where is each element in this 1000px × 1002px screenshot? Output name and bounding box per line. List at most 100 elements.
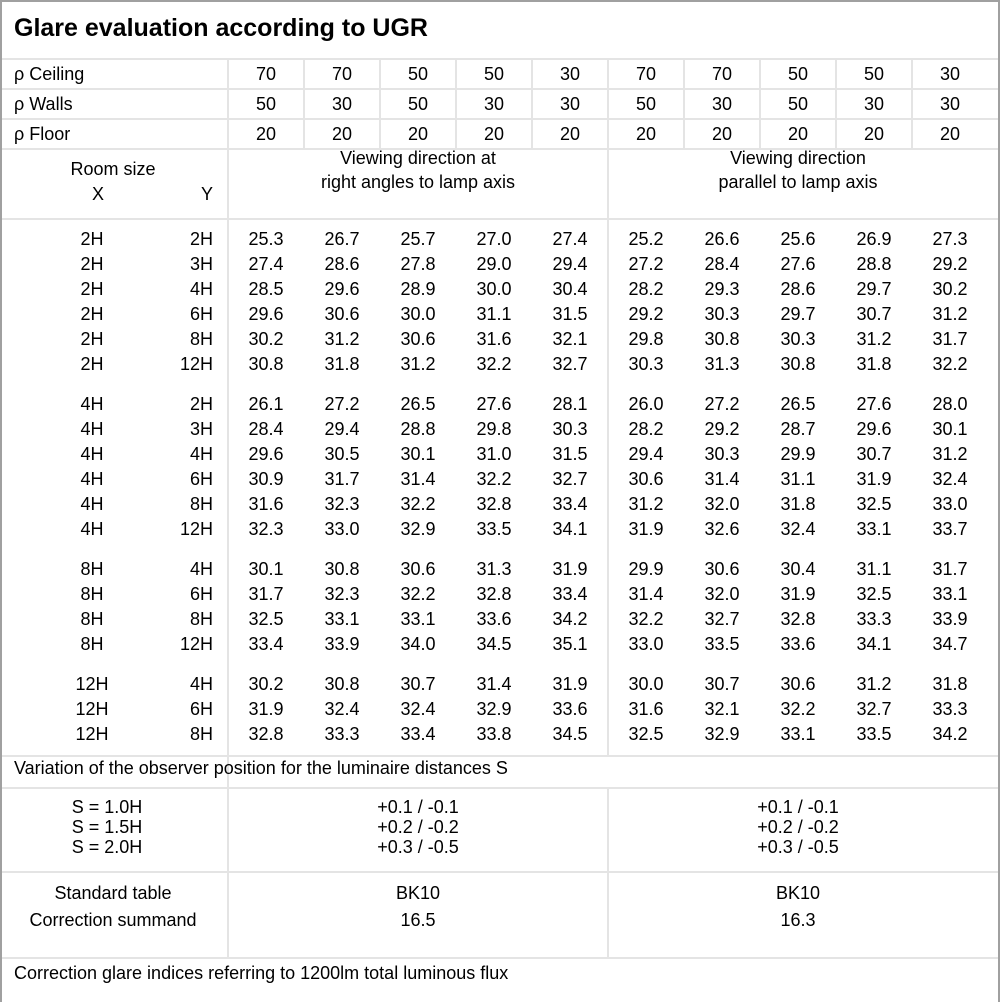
ugr-value: 30.2 <box>248 674 284 694</box>
parallel-header: Viewing direction <box>730 148 866 168</box>
row-divider <box>2 148 998 150</box>
ugr-value: 32.5 <box>856 494 892 514</box>
row-divider <box>2 787 998 789</box>
ugr-value: 28.0 <box>932 394 968 414</box>
ugr-value: 28.2 <box>628 279 664 299</box>
parallel-variation: +0.3 / -0.5 <box>757 837 839 857</box>
ugr-value: 31.8 <box>324 354 360 374</box>
ugr-value: 30.9 <box>248 469 284 489</box>
row-divider <box>2 118 998 120</box>
ugr-value: 26.6 <box>704 229 740 249</box>
row-divider <box>2 755 998 757</box>
room-x: 12H <box>75 674 109 694</box>
ugr-value: 33.3 <box>856 609 892 629</box>
ugr-value: 29.4 <box>628 444 664 464</box>
reflectance-value: 50 <box>255 94 277 114</box>
ugr-value: 30.5 <box>324 444 360 464</box>
ugr-value: 29.8 <box>476 419 512 439</box>
ugr-value: 33.6 <box>552 699 588 719</box>
ugr-value: 31.1 <box>780 469 816 489</box>
ugr-value: 31.7 <box>932 559 968 579</box>
ugr-value: 32.7 <box>856 699 892 719</box>
ugr-value: 27.6 <box>856 394 892 414</box>
ugr-value: 32.8 <box>248 724 284 744</box>
ugr-value: 32.6 <box>704 519 740 539</box>
footer-note: Correction glare indices referring to 12… <box>14 963 509 983</box>
ugr-value: 31.6 <box>476 329 512 349</box>
ugr-value: 33.9 <box>324 634 360 654</box>
room-y: 3H <box>189 254 213 274</box>
room-x: 4H <box>80 419 104 439</box>
room-x: 12H <box>75 699 109 719</box>
ugr-value: 32.2 <box>476 469 512 489</box>
ugr-value: 32.1 <box>552 329 588 349</box>
room-y: 12H <box>179 354 213 374</box>
ugr-value: 30.0 <box>400 304 436 324</box>
ugr-value: 31.2 <box>400 354 436 374</box>
ugr-value: 33.9 <box>932 609 968 629</box>
ugr-value: 29.4 <box>324 419 360 439</box>
ugr-value: 32.2 <box>400 494 436 514</box>
ugr-value: 29.7 <box>780 304 816 324</box>
column-divider <box>303 58 305 148</box>
ugr-value: 34.0 <box>400 634 436 654</box>
ugr-value: 28.4 <box>704 254 740 274</box>
reflectance-value: 30 <box>863 94 885 114</box>
ugr-value: 32.5 <box>856 584 892 604</box>
ugr-value: 31.6 <box>248 494 284 514</box>
ugr-value: 34.2 <box>552 609 588 629</box>
ugr-value: 34.1 <box>856 634 892 654</box>
room-y: 6H <box>189 469 213 489</box>
ugr-value: 31.2 <box>932 444 968 464</box>
ugr-value: 30.3 <box>552 419 588 439</box>
ugr-value: 32.8 <box>476 494 512 514</box>
room-x: 8H <box>80 584 104 604</box>
ugr-value: 26.5 <box>780 394 816 414</box>
ugr-value: 32.3 <box>324 494 360 514</box>
room-y: 8H <box>189 329 213 349</box>
ugr-value: 32.2 <box>780 699 816 719</box>
reflectance-value: 70 <box>711 64 733 84</box>
ugr-value: 28.8 <box>856 254 892 274</box>
right-angles-variation: +0.2 / -0.2 <box>377 817 459 837</box>
reflectance-value: 20 <box>863 124 885 144</box>
ugr-value: 33.4 <box>552 584 588 604</box>
ugr-value: 33.0 <box>324 519 360 539</box>
ugr-value: 33.7 <box>932 519 968 539</box>
ugr-value: 30.2 <box>248 329 284 349</box>
ugr-value: 32.7 <box>704 609 740 629</box>
ugr-value: 26.7 <box>324 229 360 249</box>
reflectance-value: 20 <box>559 124 581 144</box>
ugr-value: 31.0 <box>476 444 512 464</box>
ugr-value: 31.9 <box>248 699 284 719</box>
ugr-value: 31.2 <box>856 674 892 694</box>
ugr-value: 28.6 <box>324 254 360 274</box>
row-divider <box>2 957 998 959</box>
ugr-value: 31.8 <box>932 674 968 694</box>
ugr-value: 26.5 <box>400 394 436 414</box>
ugr-value: 27.6 <box>780 254 816 274</box>
ugr-value: 34.2 <box>932 724 968 744</box>
room-y: 8H <box>189 724 213 744</box>
ugr-value: 31.8 <box>780 494 816 514</box>
ugr-value: 33.5 <box>704 634 740 654</box>
ugr-value: 29.4 <box>552 254 588 274</box>
ugr-value: 30.6 <box>400 329 436 349</box>
ugr-value: 30.7 <box>704 674 740 694</box>
reflectance-value: 20 <box>787 124 809 144</box>
reflectance-value: 30 <box>331 94 353 114</box>
ugr-value: 27.4 <box>552 229 588 249</box>
ugr-value: 30.0 <box>628 674 664 694</box>
ugr-value: 33.3 <box>932 699 968 719</box>
ugr-value: 32.1 <box>704 699 740 719</box>
ugr-value: 30.7 <box>856 304 892 324</box>
right-standard-table: BK10 <box>395 883 441 903</box>
ugr-value: 29.6 <box>856 419 892 439</box>
ugr-value: 31.1 <box>476 304 512 324</box>
ugr-value: 31.7 <box>324 469 360 489</box>
ugr-value: 31.2 <box>324 329 360 349</box>
ugr-value: 30.3 <box>628 354 664 374</box>
room-x: 2H <box>80 254 104 274</box>
room-x: 2H <box>80 354 104 374</box>
ugr-value: 27.3 <box>932 229 968 249</box>
